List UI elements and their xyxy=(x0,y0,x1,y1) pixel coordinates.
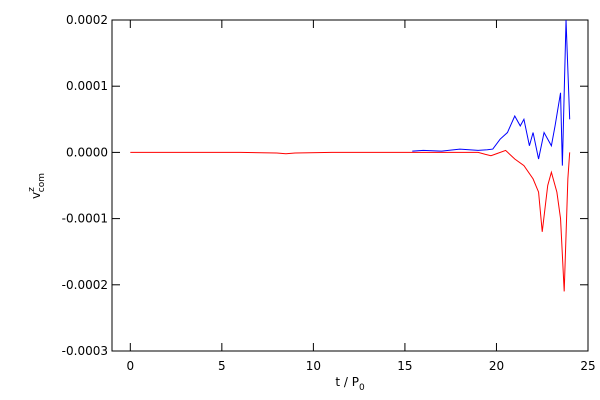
x-tick-label: 20 xyxy=(489,359,504,373)
x-tick-label: 5 xyxy=(218,359,226,373)
y-tick-label: 0.0000 xyxy=(66,145,108,159)
y-tick-label: 0.0001 xyxy=(66,79,108,93)
y-axis-label: vzcom xyxy=(27,173,47,199)
y-tick-label: -0.0002 xyxy=(62,278,108,292)
x-tick-label: 15 xyxy=(397,359,412,373)
series-line xyxy=(130,149,571,292)
y-tick-label: -0.0003 xyxy=(62,344,108,358)
series-line xyxy=(412,19,571,166)
y-tick-label: -0.0001 xyxy=(62,212,108,226)
x-tick-label: 10 xyxy=(306,359,321,373)
x-tick-label: 0 xyxy=(126,359,134,373)
x-tick-label: 25 xyxy=(580,359,595,373)
x-axis-label: t / P0 xyxy=(335,375,365,393)
y-tick-label: 0.0002 xyxy=(66,13,108,27)
plot-frame xyxy=(111,19,589,352)
